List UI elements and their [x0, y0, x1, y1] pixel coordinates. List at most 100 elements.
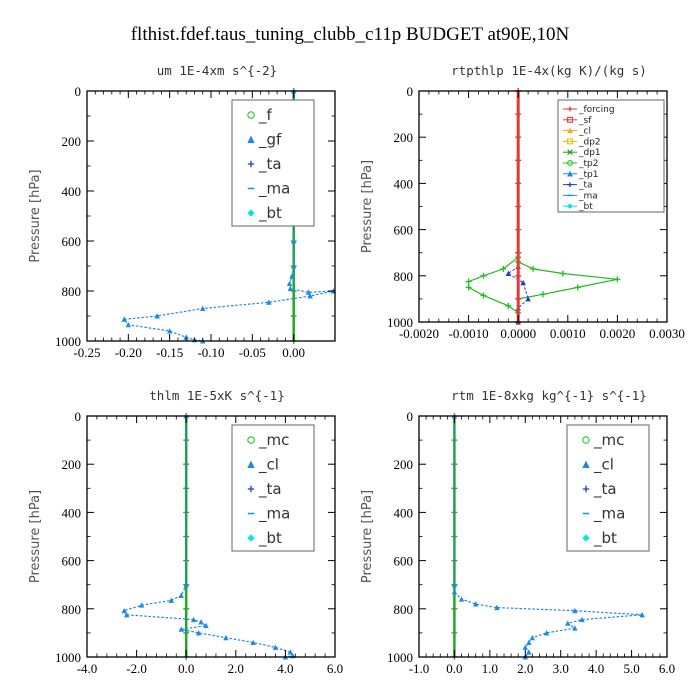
- data-point: [639, 611, 645, 618]
- data-point: [480, 272, 487, 279]
- data-point: [290, 263, 297, 269]
- legend-label: _ta: [258, 155, 282, 174]
- legend-label: _dp1: [578, 148, 601, 158]
- legend-marker: [247, 135, 255, 143]
- data-point: [525, 296, 531, 302]
- data-point: [515, 157, 522, 164]
- data-point: [121, 316, 127, 322]
- x-tick-label: 0.0010: [550, 326, 586, 341]
- data-point: [286, 280, 293, 287]
- legend-marker: [582, 460, 590, 469]
- figure-title: flthist.fdef.taus_tuning_clubb_c11p BUDG…: [131, 24, 570, 45]
- data-point: [505, 302, 512, 309]
- legend-label: _dp2: [578, 137, 601, 147]
- data-point: [614, 276, 621, 283]
- y-axis-label: Pressure [hPa]: [28, 490, 43, 583]
- data-point: [183, 581, 189, 588]
- x-tick-label: -0.15: [156, 345, 183, 360]
- legend-label: _bt: [578, 202, 593, 212]
- legend-marker: [247, 485, 255, 493]
- data-point: [154, 313, 160, 319]
- legend-label: _tp2: [578, 159, 598, 169]
- data-point: [166, 328, 173, 334]
- data-point: [515, 226, 522, 233]
- legend-marker: [567, 170, 573, 177]
- data-point: [451, 629, 458, 636]
- panel-title: um 1E-4xm s^{-2}: [157, 63, 277, 78]
- data-point: [287, 649, 294, 655]
- x-tick-label: -1.0: [409, 661, 430, 676]
- y-axis-label: Pressure [hPa]: [360, 490, 375, 583]
- data-point: [305, 289, 312, 295]
- y-tick-label: 1000: [387, 650, 413, 665]
- y-tick-label: 0: [407, 84, 414, 99]
- legend-label: _forcing: [578, 105, 615, 115]
- y-tick-label: 800: [62, 284, 82, 299]
- legend-label: _bt: [593, 529, 617, 548]
- x-tick-label: 5.0: [623, 661, 639, 676]
- data-point: [530, 265, 537, 272]
- data-point: [515, 111, 522, 118]
- y-tick-label: 0: [75, 409, 82, 424]
- panel-title: thlm 1E-5xK s^{-1}: [149, 388, 284, 403]
- data-point: [543, 630, 550, 636]
- x-tick-label: -4.0: [77, 661, 98, 676]
- data-point: [195, 630, 202, 636]
- legend-marker: [582, 534, 590, 542]
- legend-marker: [567, 149, 573, 156]
- data-point: [515, 272, 522, 279]
- x-tick-label: 2.0: [228, 661, 244, 676]
- legend-label: _tp1: [578, 170, 598, 180]
- legend-label: _ma: [593, 505, 625, 524]
- data-point: [223, 634, 229, 641]
- data-point: [451, 581, 458, 588]
- y-tick-label: 400: [62, 505, 82, 520]
- data-point: [307, 293, 313, 299]
- data-point: [522, 644, 528, 650]
- y-tick-label: 600: [394, 554, 414, 569]
- legend-label: _ma: [258, 505, 290, 524]
- legend-label: _bt: [258, 529, 282, 548]
- data-point: [529, 634, 536, 641]
- legend-marker: [582, 436, 590, 444]
- chart-panel-1: um 1E-4xm s^{-2} Pressure [hPa] -0.25 -0.20…: [28, 63, 337, 360]
- x-tick-label: 0.0: [446, 661, 462, 676]
- y-axis-label: Pressure [hPa]: [360, 160, 375, 253]
- x-tick-label: 0.0020: [600, 326, 636, 341]
- legend-marker: [567, 182, 573, 187]
- data-point: [458, 596, 465, 602]
- data-point: [123, 611, 130, 618]
- legend-box: [566, 424, 650, 552]
- data-point: [480, 292, 487, 299]
- chart-panel-4: rtm 1E-8xkg kg^{-1} s^{-1} Pressure [hPa]…: [360, 388, 675, 676]
- x-tick-label: -0.0020: [399, 326, 439, 341]
- data-point: [515, 203, 522, 210]
- data-point: [540, 291, 546, 298]
- legend: _f _gf _ta _ma _bt: [231, 99, 315, 227]
- legend-label: _f: [258, 106, 273, 125]
- legend-label: _sf: [578, 116, 592, 126]
- y-tick-label: 1000: [387, 315, 413, 330]
- data-point: [198, 619, 204, 625]
- data-point: [565, 620, 571, 626]
- data-point: [572, 625, 578, 631]
- legend-label: _cl: [593, 456, 614, 475]
- y-tick-label: 800: [62, 602, 82, 617]
- x-tick-label: 1.0: [482, 661, 498, 676]
- legend-label: _cl: [258, 456, 279, 475]
- x-tick-label: 2.0: [517, 661, 533, 676]
- legend-label: _ta: [578, 181, 593, 191]
- data-point: [515, 249, 522, 256]
- x-tick-label: 0.0: [178, 661, 194, 676]
- legend-marker: [582, 485, 590, 493]
- data-point: [178, 592, 184, 599]
- y-tick-label: 800: [394, 602, 414, 617]
- panel-title: rtm 1E-8xkg kg^{-1} s^{-1}: [451, 388, 647, 403]
- data-point: [266, 299, 272, 305]
- data-point: [190, 616, 197, 623]
- data-point: [500, 265, 507, 272]
- legend-label: _ma: [258, 180, 290, 199]
- data-point: [250, 639, 256, 646]
- chart-panel-2: rtpthlp 1E-4x(kg K)/(kg s) Pressure [hPa]…: [360, 63, 685, 341]
